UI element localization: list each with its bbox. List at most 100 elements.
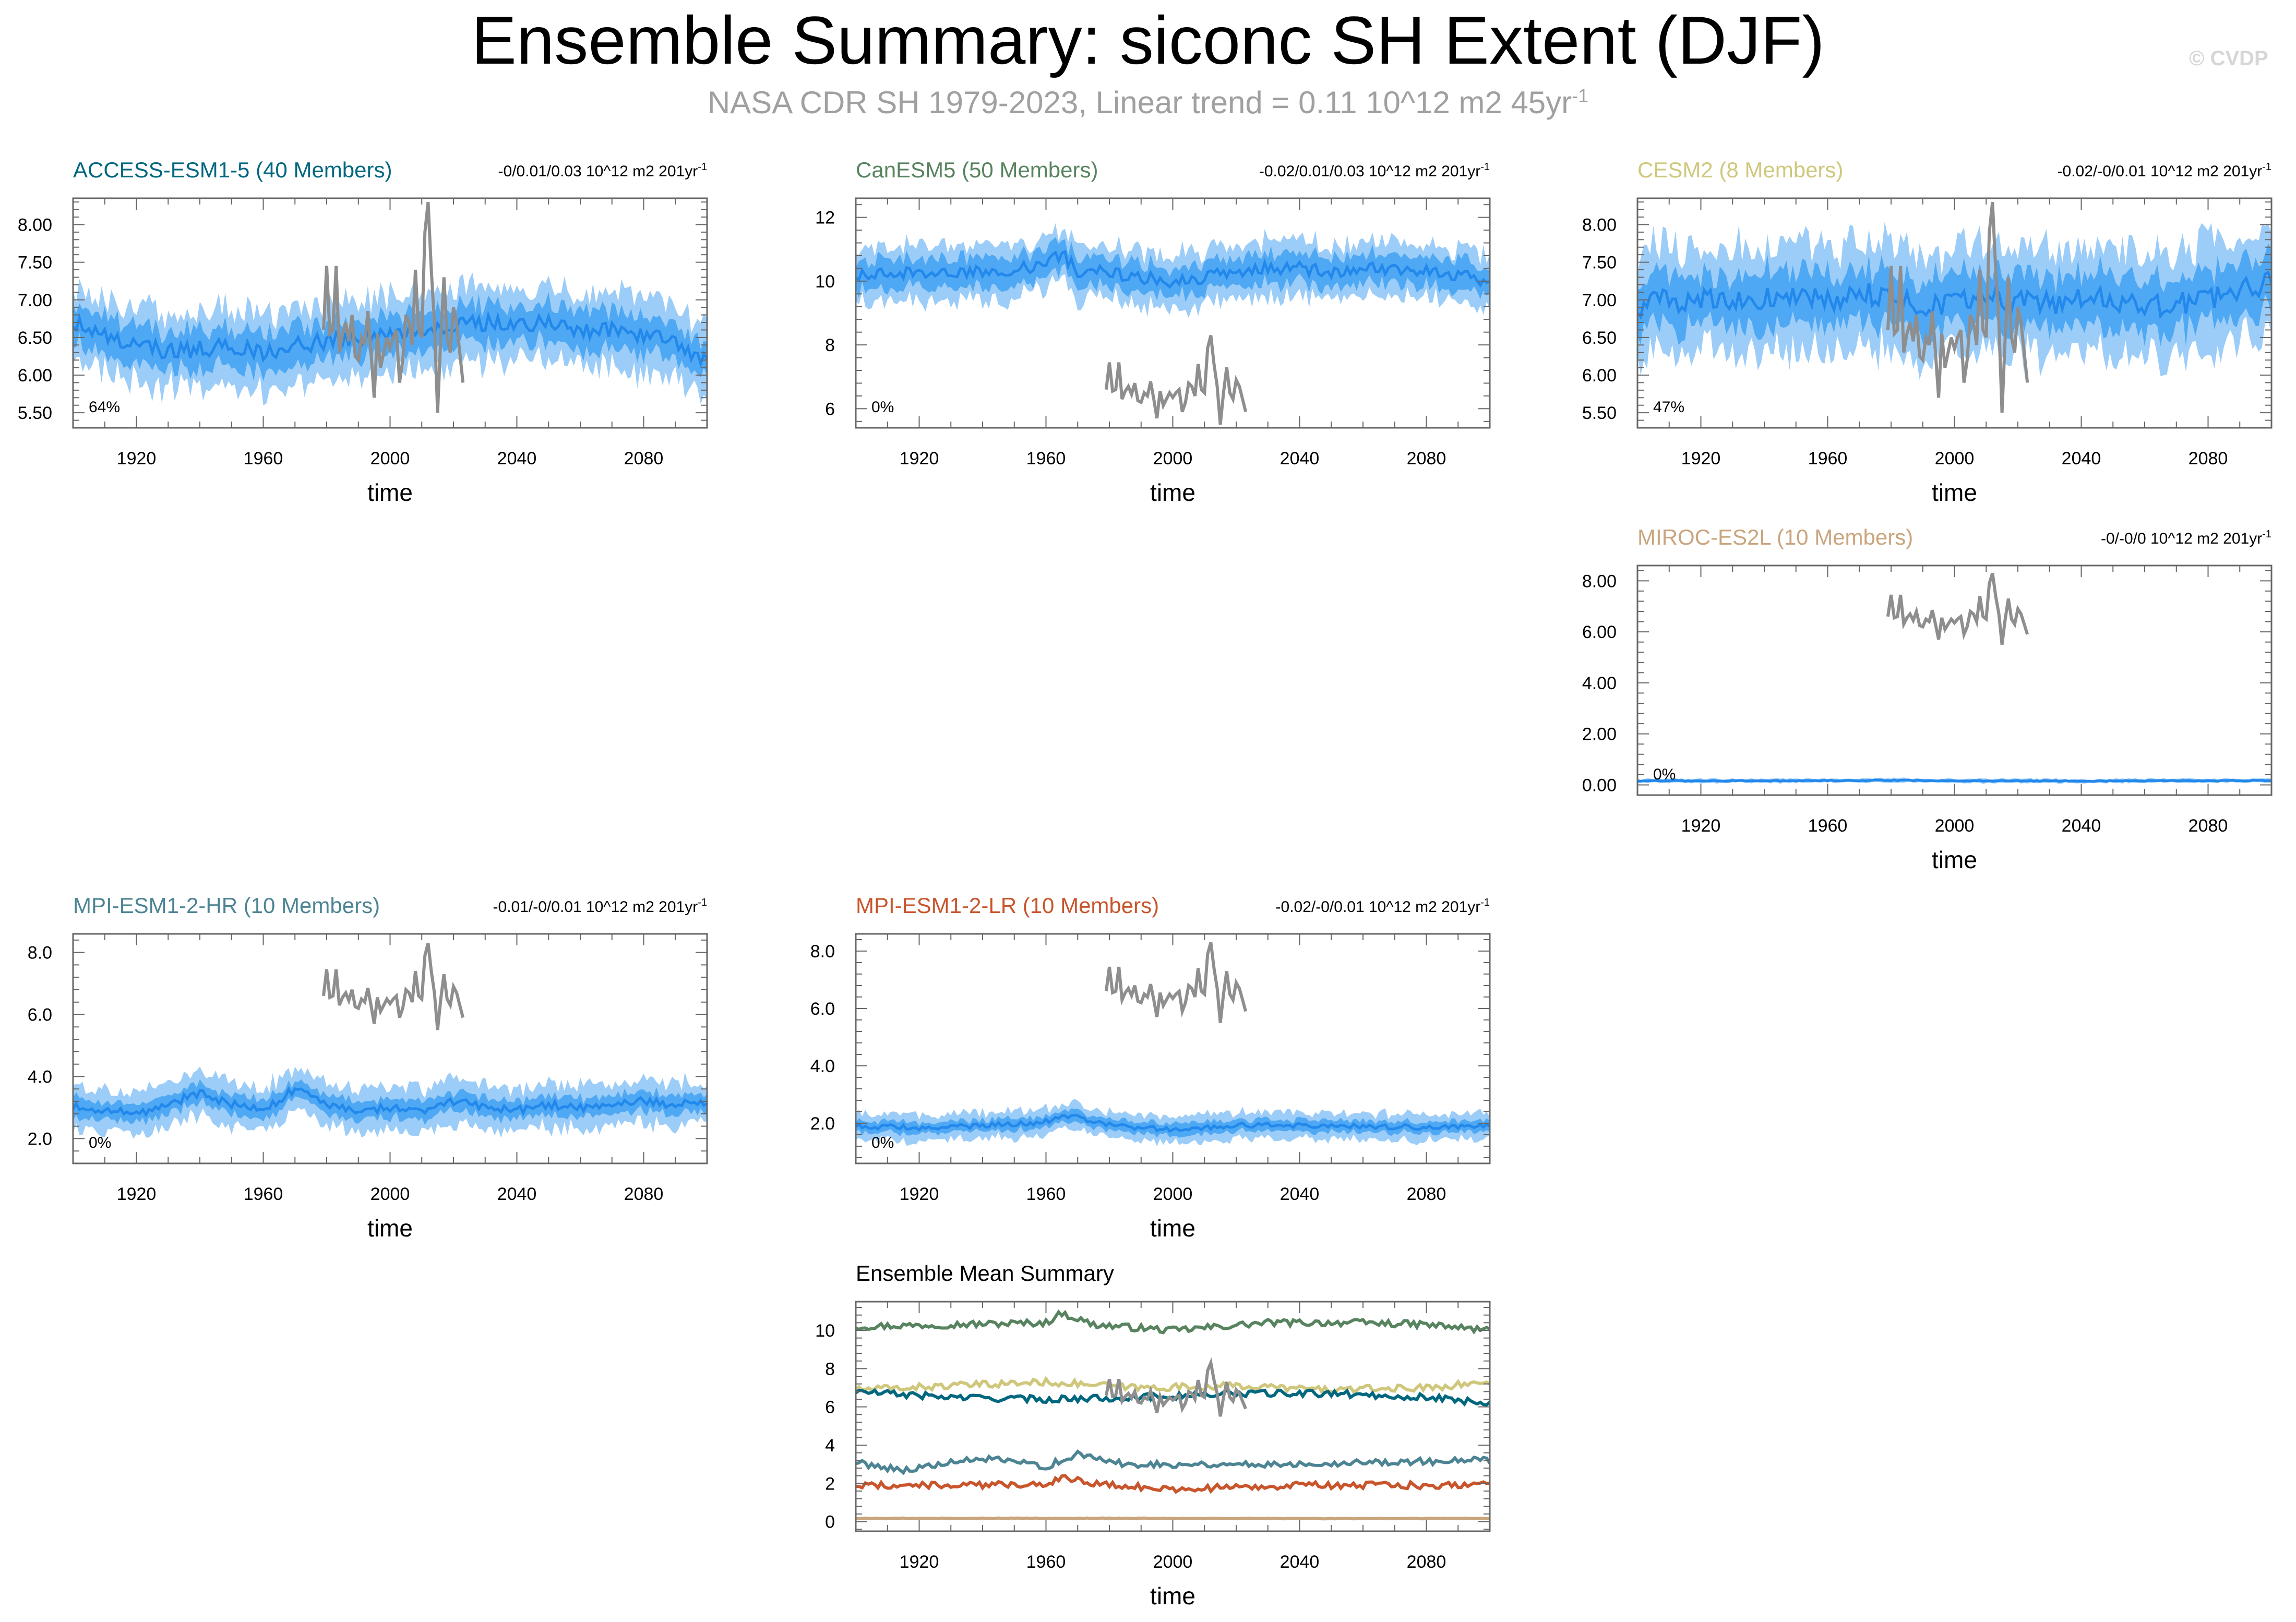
plot-frame [855,1301,1491,1532]
y-tick-label: 2.00 [1582,725,1617,744]
x-tick-label: 1920 [900,449,939,468]
y-tick-label: 4.00 [1582,674,1617,693]
x-tick-label: 1920 [117,1184,157,1204]
observations-line [1104,1357,1247,1417]
ensemble-range-band [856,1099,1490,1147]
y-tick-label: 8.00 [1582,215,1617,235]
x-tick-label: 2040 [2062,449,2101,468]
percent-annotation: 0% [89,1134,111,1151]
y-tick-label: 8 [825,335,835,355]
y-tick-label: 6.0 [28,1005,52,1025]
panel-trend-label: -0.02/0.01/0.03 10^12 m2 201yr-1 [1259,161,1490,180]
trend-exponent: -1 [698,161,707,173]
page-title: Ensemble Summary: siconc SH Extent (DJF) [471,2,1825,78]
x-tick-label: 1960 [1026,1184,1066,1204]
y-tick-label: 2.0 [28,1129,52,1149]
x-tick-label: 1960 [1026,449,1066,468]
x-tick-label: 2080 [624,1184,664,1204]
y-tick-label: 2 [825,1474,835,1494]
trend-text: -0.02/0.01/0.03 10^12 m2 201yr [1259,163,1480,180]
trend-exponent: -1 [2262,528,2271,540]
credit-label: © CVDP [2189,47,2268,70]
x-tick-label: 2080 [2189,816,2228,836]
x-axis-label: time [1932,479,1977,506]
trend-exponent: -1 [1480,161,1490,173]
trend-text: -0.01/-0/0.01 10^12 m2 201yr [493,898,698,916]
trend-text: -0.02/-0/0.01 10^12 m2 201yr [1276,898,1481,916]
percent-annotation: 0% [871,1134,894,1151]
x-tick-label: 2080 [1407,1184,1446,1204]
y-tick-label: 0 [825,1512,835,1532]
series-line-canesm5 [856,1309,1490,1335]
plot-area [856,942,1490,1147]
y-tick-label: 2.0 [810,1114,835,1134]
ensemble-iqr-band [856,1108,1490,1138]
y-tick-label: 7.50 [18,253,52,273]
ensemble-mean-line [856,249,1490,289]
y-tick-label: 6.00 [1582,366,1617,386]
y-tick-label: 6.50 [18,328,52,348]
chart-panel-2: CanESM5 (50 Members) -0.02/0.01/0.03 10^1… [815,158,1491,506]
y-tick-label: 12 [815,208,835,228]
y-tick-label: 8.00 [18,215,52,235]
x-tick-label: 2040 [1280,1552,1320,1572]
x-tick-label: 1960 [1026,1552,1066,1572]
observations-line [1104,335,1248,425]
page-subtitle: NASA CDR SH 1979-2023, Linear trend = 0.… [0,85,2296,121]
x-tick-label: 2080 [624,449,664,468]
y-tick-label: 6.00 [18,366,52,386]
y-tick-label: 10 [815,272,835,292]
y-tick-label: 7.00 [1582,291,1617,310]
chart-panel-1: ACCESS-ESM1-5 (40 Members) -0/0.01/0.03 1… [18,158,708,506]
panel-title: Ensemble Mean Summary [856,1261,1114,1285]
panel-title: CanESM5 (50 Members) [856,158,1098,182]
percent-annotation: 0% [1653,766,1676,783]
x-tick-label: 2040 [497,1184,537,1204]
panel-trend-label: -0/-0/0 10^12 m2 201yr-1 [2101,528,2271,547]
x-tick-label: 2080 [1407,449,1446,468]
plot-area [1637,201,2271,413]
ensemble-iqr-band [856,237,1490,302]
y-tick-label: 10 [815,1321,835,1341]
panel-title: MPI-ESM1-2-HR (10 Members) [73,893,380,918]
ensemble-mean-line [1637,778,2271,783]
x-tick-label: 1920 [1681,816,1721,836]
x-tick-label: 1920 [117,449,157,468]
ensemble-mean-line [73,1086,707,1118]
x-axis-label: time [1150,1582,1195,1609]
plot-area [1637,572,2271,784]
x-axis-label: time [1932,846,1977,873]
plot-area [856,1309,1490,1521]
y-tick-label: 6.0 [810,999,835,1019]
y-tick-label: 0.00 [1582,775,1617,795]
x-tick-label: 2040 [1280,449,1320,468]
subtitle-text: NASA CDR SH 1979-2023, Linear trend = 0.… [707,85,1572,120]
panel-title: CESM2 (8 Members) [1637,158,1843,182]
y-tick-label: 8.0 [28,943,52,963]
x-tick-label: 1960 [244,1184,283,1204]
panel-title: ACCESS-ESM1-5 (40 Members) [73,158,392,182]
y-tick-label: 5.50 [1582,403,1617,423]
percent-annotation: 47% [1653,399,1684,416]
y-tick-label: 4.0 [810,1056,835,1076]
y-tick-label: 4 [825,1436,835,1456]
x-tick-label: 1920 [1681,449,1721,468]
x-tick-label: 2000 [370,449,410,468]
plot-frame [855,197,1491,429]
x-tick-label: 2000 [1153,1184,1193,1204]
trend-text: -0/0.01/0.03 10^12 m2 201yr [498,163,698,180]
y-tick-label: 6 [825,399,835,419]
plot-frame [1636,564,2273,796]
chart-panel-5: MPI-ESM1-2-HR (10 Members) -0.01/-0/0.01 … [28,893,708,1242]
trend-text: -0/-0/0 10^12 m2 201yr [2101,530,2262,547]
x-tick-label: 2080 [1407,1552,1446,1572]
ensemble-mean-line [856,1113,1490,1133]
y-tick-label: 8.00 [1582,571,1617,591]
panel-title: MPI-ESM1-2-LR (10 Members) [856,893,1159,918]
panel-title: MIROC-ES2L (10 Members) [1637,525,1913,549]
x-tick-label: 1920 [900,1552,939,1572]
observations-line [321,201,465,413]
x-axis-label: time [367,1215,413,1242]
percent-annotation: 64% [89,399,120,416]
